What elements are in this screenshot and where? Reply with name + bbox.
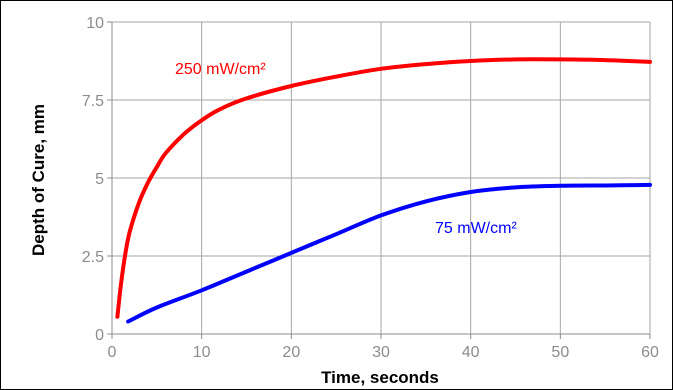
x-tick-label: 30 bbox=[372, 344, 390, 361]
grid bbox=[112, 21, 651, 334]
x-tick-label: 0 bbox=[108, 344, 117, 361]
y-tick-label: 0 bbox=[95, 327, 104, 344]
x-tick-label: 40 bbox=[462, 344, 480, 361]
y-tick-label: 5 bbox=[95, 171, 104, 188]
x-tick-label: 20 bbox=[282, 344, 300, 361]
series-label-75: 75 mW/cm² bbox=[435, 220, 517, 237]
x-axis-title: Time, seconds bbox=[321, 368, 439, 387]
series-lines bbox=[115, 57, 652, 324]
series-line-0 bbox=[115, 57, 652, 319]
series-label-250: 250 mW/cm² bbox=[175, 61, 266, 78]
x-tick-label: 60 bbox=[641, 344, 659, 361]
y-tick-label: 2.5 bbox=[82, 249, 104, 266]
axes bbox=[107, 21, 651, 339]
y-tick-label: 7.5 bbox=[82, 93, 104, 110]
series-line-1 bbox=[126, 182, 652, 324]
x-tick-label: 50 bbox=[551, 344, 569, 361]
tick-labels: 0 10 20 30 40 50 60 0 2.5 5 7.5 10 bbox=[82, 15, 659, 361]
y-axis-title: Depth of Cure, mm bbox=[29, 104, 48, 256]
y-tick-label: 10 bbox=[86, 15, 104, 32]
x-tick-label: 10 bbox=[193, 344, 211, 361]
